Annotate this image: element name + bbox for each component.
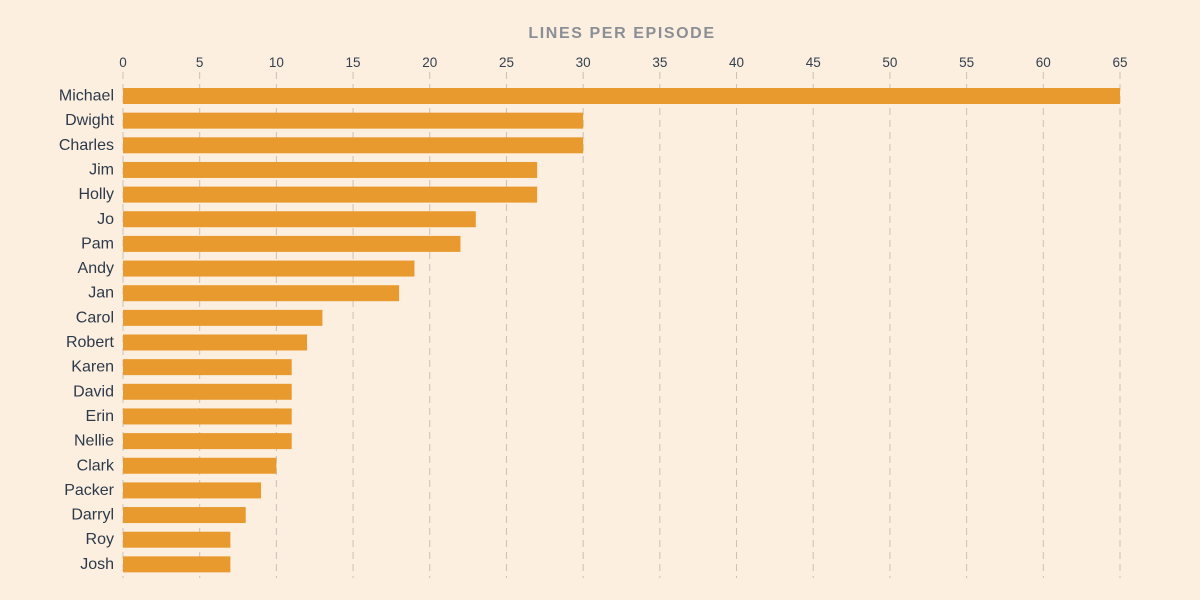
x-tick-label: 0	[119, 55, 127, 70]
bar-pam	[123, 235, 461, 252]
category-label: Karen	[71, 359, 114, 376]
category-label: Erin	[86, 408, 114, 425]
x-tick-label: 55	[959, 55, 974, 70]
bar-michael	[123, 88, 1120, 104]
bar-robert	[123, 334, 308, 351]
bar-jim	[123, 161, 538, 178]
x-tick-label: 65	[1112, 55, 1127, 70]
x-tick-label: 45	[806, 55, 821, 70]
bar-roy	[123, 531, 231, 548]
category-label: Jo	[97, 211, 114, 228]
bar-jo	[123, 211, 476, 228]
category-label: Nellie	[74, 433, 114, 450]
bar-andy	[123, 260, 415, 277]
bar-holly	[123, 186, 538, 203]
x-tick-label: 50	[882, 55, 897, 70]
category-label: Holly	[78, 186, 114, 203]
bar-darryl	[123, 507, 246, 524]
x-tick-label: 30	[576, 55, 591, 70]
grid-layer	[122, 72, 1121, 578]
bar-carol	[123, 309, 323, 326]
bar-david	[123, 383, 292, 400]
category-label: Pam	[81, 235, 114, 252]
category-label: Clark	[77, 457, 115, 474]
x-tick-label: 15	[346, 55, 361, 70]
category-label: Andy	[78, 260, 114, 277]
bar-karen	[123, 359, 292, 376]
category-label: Jim	[89, 161, 114, 178]
x-tick-label: 10	[269, 55, 284, 70]
bar-packer	[123, 482, 262, 499]
x-tick-label: 5	[196, 55, 204, 70]
category-label: Robert	[66, 334, 115, 351]
x-tick-label: 25	[499, 55, 514, 70]
category-label: Josh	[80, 556, 114, 573]
category-label: Jan	[88, 285, 114, 302]
category-labels: Michael Dwight Charles Jim Holly Jo Pam Andy Jan…	[59, 88, 115, 573]
category-label: Carol	[76, 309, 114, 326]
category-label: Michael	[59, 88, 114, 105]
x-tick-label: 40	[729, 55, 744, 70]
category-label: Packer	[64, 482, 114, 499]
bar-charles	[123, 137, 584, 154]
bar-nellie	[123, 433, 292, 450]
bar-jan	[123, 285, 400, 302]
bar-clark	[123, 457, 277, 474]
bar-erin	[123, 408, 292, 425]
x-tick-label: 35	[652, 55, 667, 70]
category-label: Dwight	[65, 112, 114, 129]
x-tick-label: 60	[1036, 55, 1051, 70]
x-tick-label: 20	[422, 55, 437, 70]
category-label: Charles	[59, 137, 114, 154]
category-label: Darryl	[71, 507, 114, 524]
category-label: Roy	[86, 531, 114, 548]
x-axis-ticks: 0 5 10 15 20 25 30 35 40 45 50 55 60 65	[119, 55, 1127, 70]
bar-dwight	[123, 112, 584, 129]
bar-josh	[123, 556, 231, 573]
chart-title: LINES PER EPISODE	[528, 25, 715, 42]
category-label: David	[73, 383, 114, 400]
bars	[123, 88, 1120, 573]
